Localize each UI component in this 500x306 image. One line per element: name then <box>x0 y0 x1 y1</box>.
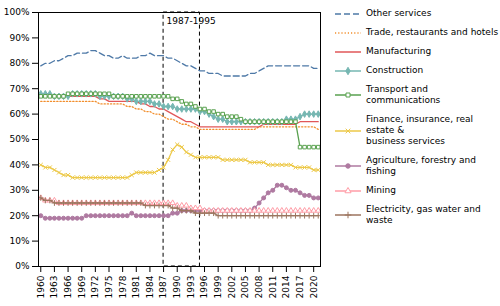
svg-text:1996: 1996 <box>199 275 209 298</box>
svg-text:1987: 1987 <box>158 276 168 299</box>
svg-text:1999: 1999 <box>213 275 223 298</box>
svg-text:60%: 60% <box>9 109 29 119</box>
svg-text:70%: 70% <box>9 84 29 94</box>
svg-text:1990: 1990 <box>172 275 182 298</box>
html-text:Transport and communications: Transport and communications <box>366 84 441 105</box>
svg-text:2017: 2017 <box>295 276 305 299</box>
svg-text:30%: 30% <box>9 185 29 195</box>
svg-text:1987-1995: 1987-1995 <box>167 16 216 26</box>
html-text:Construction: Construction <box>366 65 424 75</box>
svg-text:50%: 50% <box>9 134 29 144</box>
html-text:Finance, insurance, real estat: Finance, insurance, real estate & busine… <box>366 114 473 146</box>
svg-text:1975: 1975 <box>104 276 114 299</box>
html-text:Manufacturing: Manufacturing <box>366 46 432 56</box>
svg-text:20%: 20% <box>9 211 29 221</box>
html-text:Trade, restaurants and hotels: Trade, restaurants and hotels <box>366 27 499 37</box>
svg-text:1966: 1966 <box>63 275 73 298</box>
svg-text:80%: 80% <box>9 58 29 68</box>
svg-text:2020: 2020 <box>309 275 319 298</box>
html-text:Agriculture, forestry and fish: Agriculture, forestry and fishing <box>366 155 476 176</box>
svg-text:100%: 100% <box>4 7 30 17</box>
svg-text:10%: 10% <box>9 236 29 246</box>
svg-text:1984: 1984 <box>145 275 155 298</box>
svg-text:1978: 1978 <box>118 275 128 298</box>
svg-text:2014: 2014 <box>281 275 291 298</box>
svg-text:40%: 40% <box>9 160 29 170</box>
svg-text:2011: 2011 <box>268 276 278 299</box>
svg-text:2008: 2008 <box>254 275 264 298</box>
html-text:Electricity, gas water and was: Electricity, gas water and waste <box>366 204 481 225</box>
svg-text:1969: 1969 <box>77 275 87 298</box>
svg-text:2005: 2005 <box>240 276 250 299</box>
svg-text:1963: 1963 <box>49 276 59 299</box>
html-text:Mining: Mining <box>366 185 396 195</box>
svg-text:1981: 1981 <box>131 276 141 299</box>
svg-text:90%: 90% <box>9 33 29 43</box>
svg-text:1993: 1993 <box>186 276 196 299</box>
svg-text:1972: 1972 <box>90 276 100 299</box>
svg-text:0%: 0% <box>15 261 30 271</box>
html-text:Other services: Other services <box>366 8 432 18</box>
svg-text:2002: 2002 <box>227 276 237 299</box>
svg-text:1960: 1960 <box>36 275 46 298</box>
